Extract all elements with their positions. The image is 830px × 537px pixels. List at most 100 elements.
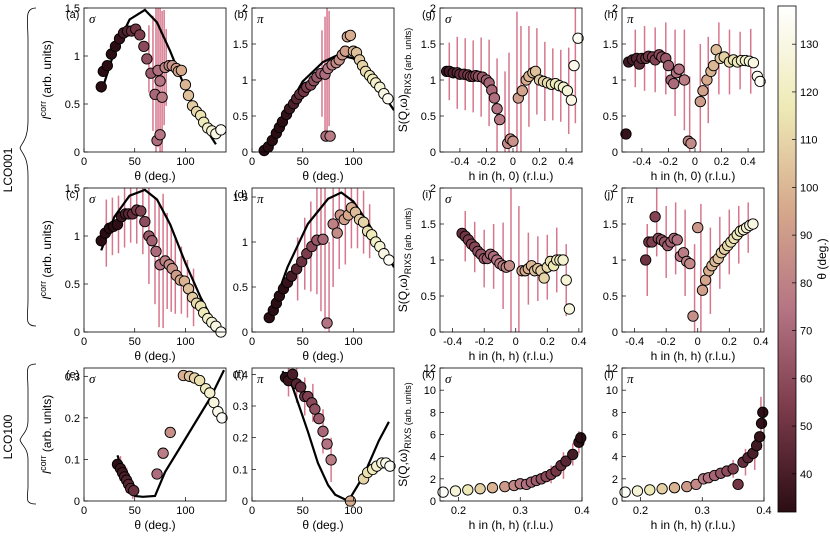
- data-point: [560, 455, 572, 467]
- y-tick-label: 2: [430, 3, 436, 15]
- x-tick-label: -0.4: [625, 336, 644, 348]
- x-tick-label: -0.4: [443, 336, 462, 348]
- y-tick-label: 2: [242, 3, 248, 15]
- panel-label: (b): [234, 9, 247, 21]
- ticks: 0 50 100 0 0.5 1 1.5: [65, 183, 195, 348]
- data-point: [681, 480, 693, 493]
- data-point: [678, 74, 691, 86]
- x-tick-label: 0: [510, 156, 516, 168]
- colorbar-tick-label: 100: [800, 182, 818, 194]
- x-tick-label: 50: [297, 336, 309, 348]
- panel-l: 0.2 0.3 0.4 0 2 4 6 8 10 12 h in (h, h) (r.l.u.) (l…: [604, 363, 772, 532]
- panel-label: (j): [604, 189, 614, 201]
- ticks: 0.2 0.3 0.4 0 2 4 6 8 10 12: [606, 363, 772, 517]
- x-tick-label: 0.4: [574, 505, 589, 517]
- y-tick-label: 2: [612, 3, 618, 15]
- y-tick-label: 10: [606, 385, 618, 397]
- data-point: [179, 79, 192, 91]
- y-tick-label: 1.5: [65, 183, 80, 195]
- y-axis-label: Icorr (arb. units): [38, 40, 54, 120]
- data-point: [141, 53, 153, 65]
- data-point: [575, 432, 587, 444]
- y-tick-label: 0.3: [233, 401, 248, 413]
- ticks: -0.4 -0.2 0 0.2 0.4 0 0.5 1 1.5 2: [421, 3, 574, 168]
- data-point: [321, 438, 333, 450]
- x-tick-label: 100: [176, 505, 194, 517]
- panel-label: (e): [66, 369, 79, 381]
- y-tick-label: 4: [612, 452, 618, 464]
- x-axis-label: h in (h, h) (r.l.u.): [651, 518, 736, 532]
- polarization-label: σ: [89, 371, 96, 386]
- y-tick-label: 0.3: [65, 371, 80, 383]
- ticks: 0 50 100 0 0.1 0.2 0.3 0.4: [233, 369, 363, 517]
- model-curve: [268, 191, 394, 319]
- x-tick-label: 50: [129, 156, 141, 168]
- y-tick-label: 2: [612, 183, 618, 195]
- data-point: [309, 403, 321, 415]
- panel-label: (f): [234, 369, 244, 381]
- y-axis-label: Icorr (arb. units): [38, 395, 54, 475]
- x-axis-label: θ (deg.): [134, 169, 175, 183]
- data-point: [649, 211, 661, 223]
- y-tick-label: 0: [74, 496, 80, 508]
- panel-e: 0 50 100 0 0.1 0.2 0.3 θ (deg.) Icorr (arb. unit…: [38, 367, 228, 532]
- x-tick-label: 50: [297, 505, 309, 517]
- y-tick-label: 12: [606, 363, 618, 375]
- x-tick-label: 100: [344, 336, 362, 348]
- x-axis-label: θ (deg.): [302, 169, 343, 183]
- axes-frame: [251, 367, 395, 502]
- data-point: [694, 95, 706, 108]
- x-tick-label: 0.4: [571, 336, 586, 348]
- data-point: [557, 254, 569, 266]
- data-point: [727, 463, 739, 475]
- colorbar-tick-label: 130: [800, 39, 818, 51]
- data-point: [754, 75, 766, 88]
- data-point: [692, 221, 704, 234]
- y-tick-label: 1.5: [603, 39, 618, 51]
- data-point: [619, 486, 631, 498]
- y-tick-label: 1.5: [421, 39, 436, 51]
- x-tick-label: 100: [344, 156, 362, 168]
- ticks: -0.4 -0.2 0 0.2 0.4 0 0.5 1 1.5 2: [421, 183, 587, 348]
- data-point: [215, 124, 227, 136]
- ticks: 0 50 100 0 0.1 0.2 0.3: [65, 371, 195, 517]
- y-tick-label: 8: [430, 407, 436, 419]
- data-point: [507, 135, 519, 147]
- x-tick-label: 0.2: [540, 336, 555, 348]
- data-points: [263, 202, 395, 329]
- data-point: [344, 29, 357, 42]
- x-tick-label: 0: [81, 156, 87, 168]
- y-tick-label: 0: [74, 147, 80, 159]
- data-point: [154, 129, 166, 141]
- polarization-label: π: [257, 371, 264, 386]
- data-points: [111, 369, 228, 497]
- x-axis-label: h in (h, 0) (r.l.u.): [651, 169, 736, 183]
- y-tick-label: 1: [74, 231, 80, 243]
- y-tick-label: 0: [242, 496, 248, 508]
- x-tick-label: 0: [513, 336, 519, 348]
- x-tick-label: 0: [695, 336, 701, 348]
- panel-label: (k): [422, 369, 435, 381]
- group-label-lco100: LCO100: [1, 414, 15, 459]
- data-point: [662, 59, 675, 72]
- data-point: [437, 486, 449, 498]
- x-tick-label: 0: [249, 505, 255, 517]
- y-axis-label: S(Q,ω)RIXS (arb. units): [396, 28, 413, 133]
- y-tick-label: 12: [424, 363, 436, 375]
- y-tick-label: 0.5: [233, 111, 248, 123]
- x-tick-label: -0.4: [632, 156, 651, 168]
- x-tick-label: 0: [692, 156, 698, 168]
- colorbar-tick-label: 50: [800, 421, 812, 433]
- data-point: [204, 387, 216, 399]
- data-point: [449, 485, 462, 497]
- group-label-lco001: LCO001: [1, 147, 15, 192]
- data-point: [164, 426, 176, 439]
- data-point: [568, 59, 580, 72]
- data-point: [135, 205, 147, 217]
- data-point: [516, 85, 528, 97]
- polarization-label: π: [627, 11, 634, 26]
- y-tick-label: 6: [430, 430, 436, 442]
- data-point: [286, 368, 299, 380]
- data-point: [193, 374, 206, 387]
